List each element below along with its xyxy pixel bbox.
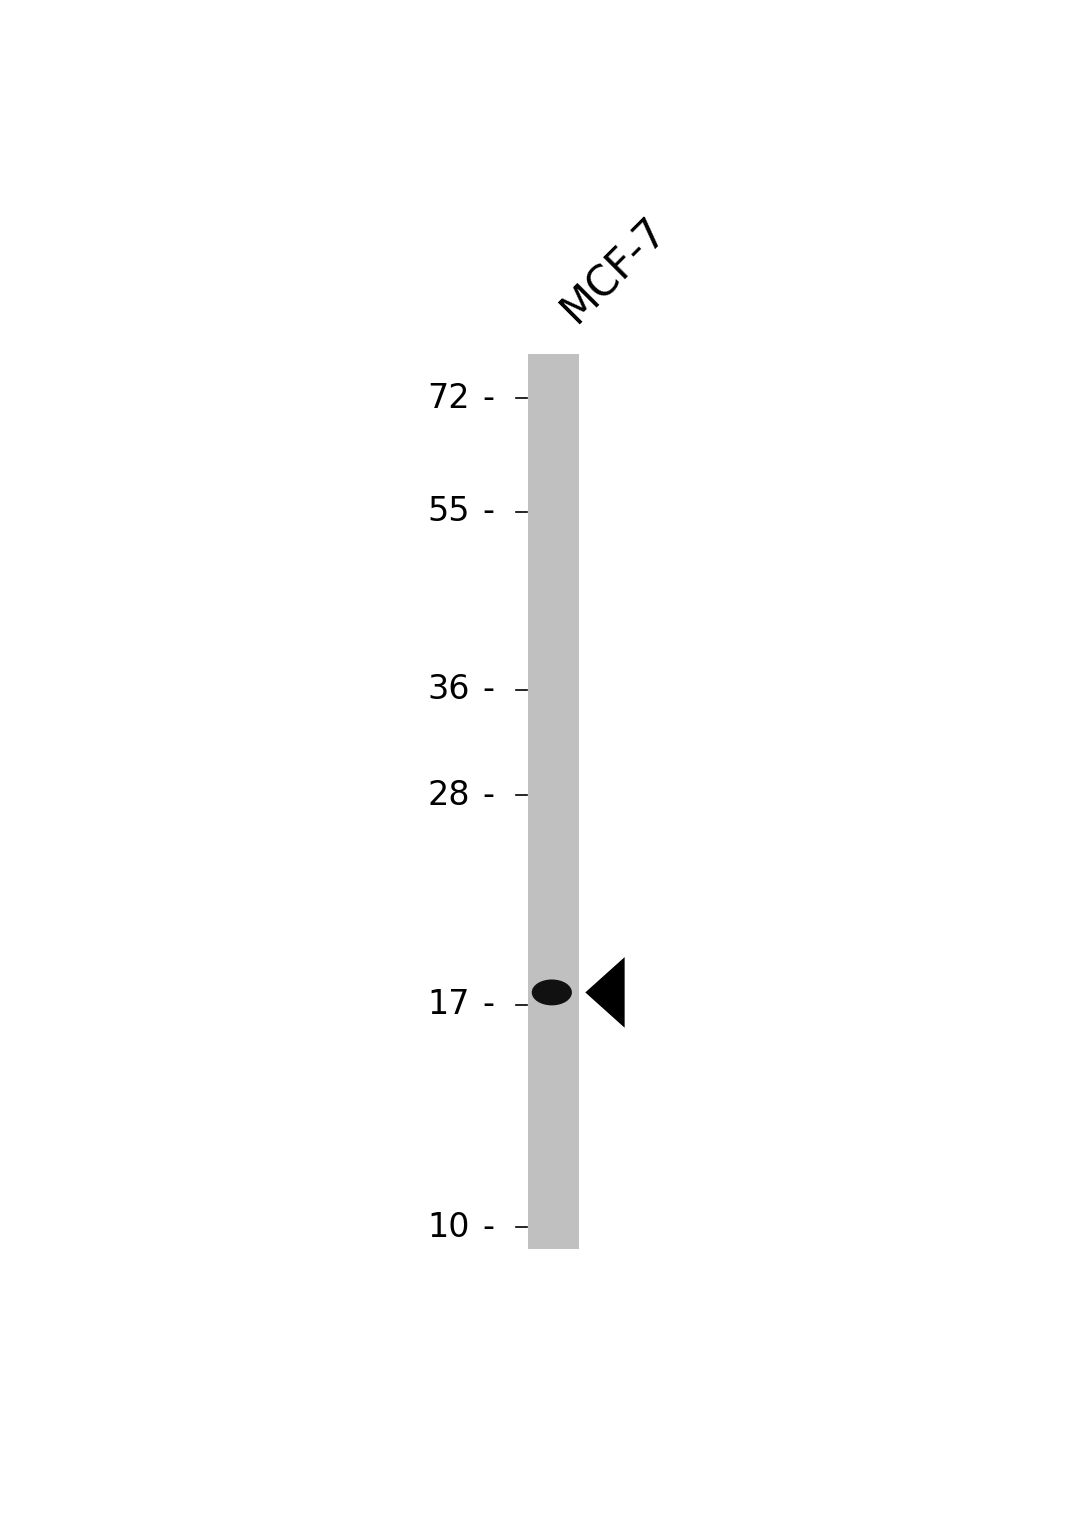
Text: 17: 17 xyxy=(428,988,470,1021)
Text: 72: 72 xyxy=(428,382,470,414)
Text: -: - xyxy=(483,1211,495,1245)
Text: 36: 36 xyxy=(428,673,470,706)
Text: -: - xyxy=(483,988,495,1021)
Text: MCF-7: MCF-7 xyxy=(553,208,675,330)
Text: 55: 55 xyxy=(428,495,470,528)
Text: -: - xyxy=(483,495,495,528)
Text: -: - xyxy=(483,778,495,812)
Text: 10: 10 xyxy=(428,1211,470,1245)
Text: -: - xyxy=(483,673,495,706)
Text: -: - xyxy=(483,382,495,414)
Ellipse shape xyxy=(531,980,572,1006)
Polygon shape xyxy=(585,957,624,1027)
Bar xyxy=(527,355,580,1249)
Text: 28: 28 xyxy=(428,778,470,812)
